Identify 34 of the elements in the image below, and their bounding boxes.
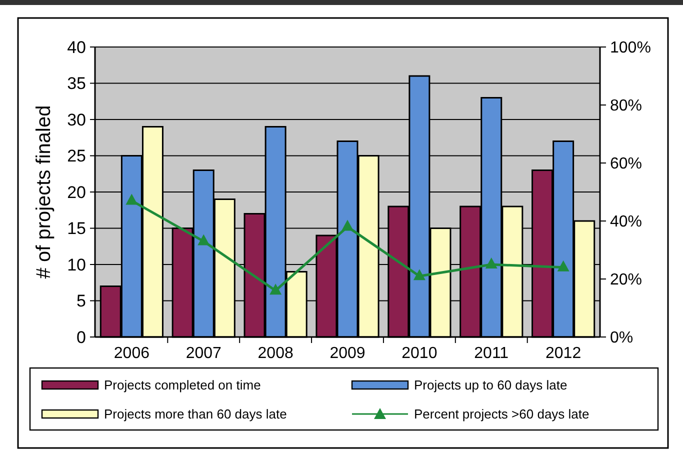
y2-tick-label: 80% — [610, 98, 642, 115]
point — [126, 194, 138, 205]
y2-tick-label: 20% — [610, 272, 642, 289]
y-tick-label: 20 — [67, 182, 86, 202]
x-tick-label: 2011 — [474, 345, 509, 362]
y-tick-label: 40 — [67, 38, 86, 57]
legend-label: Percent projects >60 days late — [414, 406, 590, 422]
y2-tick-label: 40% — [610, 214, 642, 231]
y-tick-label: 30 — [67, 110, 86, 130]
x-tick-label: 2012 — [546, 345, 582, 362]
y2-tick-label: 60% — [610, 156, 642, 173]
legend-label: Projects up to 60 days late — [414, 378, 568, 393]
point — [270, 284, 282, 295]
x-tick-label: 2007 — [186, 345, 222, 362]
x-tick-label: 2009 — [330, 345, 366, 362]
point — [342, 220, 354, 231]
y2-tick-label: 100% — [610, 40, 651, 57]
legend-label: Projects completed on time — [104, 378, 261, 393]
y-tick-label: 25 — [67, 146, 86, 166]
y-tick-label: 5 — [76, 292, 86, 311]
x-tick-label: 2010 — [402, 345, 438, 362]
point — [198, 234, 210, 246]
y-tick-label: 10 — [67, 255, 86, 274]
x-tick-label: 2006 — [114, 345, 150, 362]
y-tick-label: 15 — [67, 219, 86, 238]
y2-tick-label: 0% — [610, 330, 634, 347]
point — [557, 260, 570, 272]
x-tick-label: 2008 — [258, 345, 294, 362]
y-tick-label: 0 — [76, 328, 86, 347]
legend-label: Projects more than 60 days late — [104, 406, 287, 422]
point — [413, 269, 426, 280]
y-tick-label: 35 — [67, 74, 86, 94]
y-axis-title: # of projects finaled — [33, 105, 55, 279]
point — [485, 258, 498, 268]
